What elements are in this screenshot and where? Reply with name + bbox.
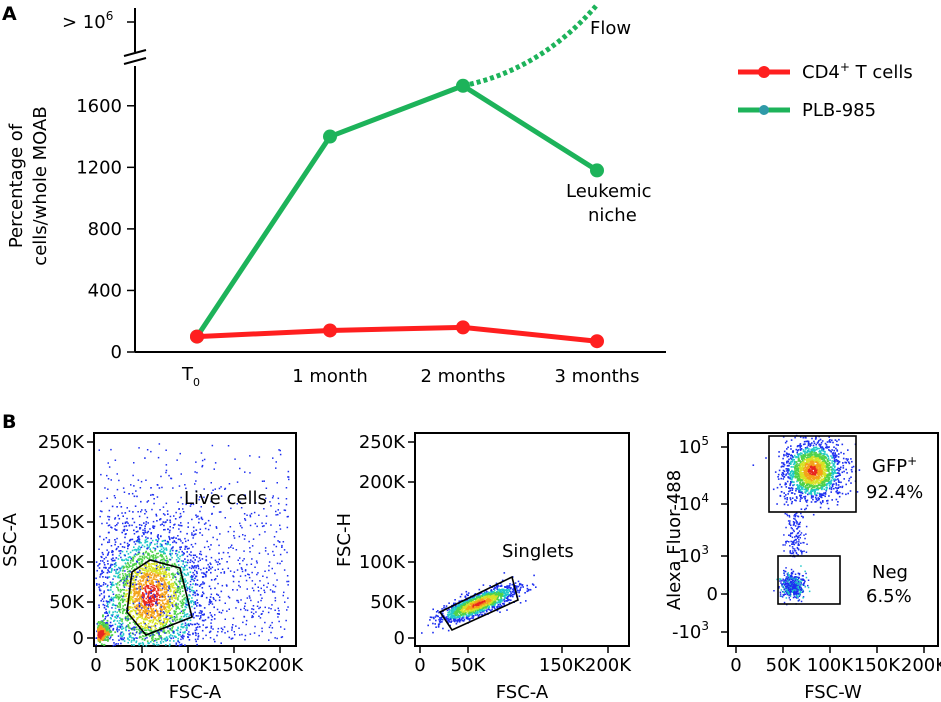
data-point-cd4-1 (323, 323, 337, 338)
x-tick-label: 150K (854, 655, 901, 676)
flow-plot-live-cells: Live cells 0 50K 100K 150K 200K 050K100K150K… (0, 432, 304, 702)
legend-marker-plb (759, 105, 769, 115)
y-tick-label: 0 (111, 342, 122, 363)
y-tick-label: 250K (359, 432, 406, 453)
y-tick-label: 0 (73, 628, 84, 649)
plot3-neg-value: 6.5% (866, 586, 912, 607)
plot1-density (95, 443, 290, 647)
annotation-flow: Flow (590, 18, 631, 39)
data-point-plb985-1 (323, 129, 337, 144)
x-tick-label: 200K (901, 655, 941, 676)
y-tick-label: -103 (672, 619, 709, 643)
y-tick-label: 104 (678, 491, 709, 515)
plot1-x-ticks: 0 50K 100K 150K 200K (90, 646, 304, 676)
plot3-gate-neg (777, 555, 841, 605)
y-tick-label: 105 (678, 434, 709, 458)
y-tick-label: 0 (707, 584, 718, 605)
plot2-y-label: FSC-H (334, 513, 355, 567)
x-tick-label: 1 month (292, 366, 368, 387)
x-tick-label: 150K (211, 655, 258, 676)
plot1-gate (126, 559, 193, 636)
y-tick-label: 400 (88, 280, 122, 301)
series-line-plb985 (194, 83, 599, 338)
x-tick-label: 200K (257, 655, 304, 676)
legend-label-cd4: CD4+ T cells (802, 60, 913, 83)
plot3-y-label: Alexa Fluor-488 (664, 470, 685, 610)
plot3-gfp-label: GFP+ (872, 454, 917, 477)
y-tick-label: 50K (370, 592, 406, 613)
plot3-gfp-value: 92.4% (866, 482, 923, 503)
y-axis-label-line1: Percentage of (6, 123, 27, 248)
legend-marker-cd4 (758, 66, 770, 78)
y-tick-label: 1600 (76, 96, 122, 117)
legend-label-plb: PLB-985 (802, 100, 876, 121)
data-point-cd4-2 (456, 320, 470, 335)
y-axis-label-line2: cells/whole MOAB (30, 106, 51, 265)
x-tick-label: 2 months (421, 366, 506, 387)
annotation-leukemic: Leukemic (566, 181, 651, 202)
x-tick-label: 100K (165, 655, 212, 676)
y-tick-label: 100K (359, 552, 406, 573)
plot1-y-ticks: 0 50K 100K 150K 200K 250K (38, 432, 94, 649)
data-point-cd4-3 (590, 334, 604, 349)
x-tick-label: 0 (90, 655, 101, 676)
plot1-gate-label: Live cells (184, 488, 267, 509)
y-tick-label: 250K (38, 432, 85, 453)
axis-break-label: > 106 (62, 9, 113, 33)
y-tick-label: 50K (49, 592, 85, 613)
plot3-frame (727, 432, 939, 647)
panel-a-chart: > 106 0 400 800 1200 1600 T0 1 month 2 months 3… (6, 4, 666, 389)
x-tick-label: 0 (414, 655, 425, 676)
x-tick-label: 100K (807, 655, 854, 676)
axis-break-icon (123, 49, 147, 65)
x-tick-label: 150K (539, 655, 586, 676)
x-ticks: T0 1 month 2 months 3 months (181, 364, 639, 389)
x-tick-label: 200K (585, 655, 632, 676)
x-tick-label: 3 months (555, 366, 640, 387)
plot1-x-label: FSC-A (169, 682, 222, 702)
plot3-gate-gfp (768, 435, 857, 513)
series-line-cd4 (196, 324, 598, 344)
legend: CD4+ T cells PLB-985 (738, 60, 913, 121)
plot2-density (421, 572, 537, 634)
plot3-density (752, 434, 861, 606)
plot2-x-ticks: 0 50K 150K 200K (414, 646, 632, 676)
y-tick-label: 100K (38, 552, 85, 573)
x-tick-label: 50K (451, 655, 487, 676)
plot2-gate (438, 575, 519, 632)
y-tick-label: 103 (678, 543, 709, 567)
y-tick-label: 200K (38, 472, 85, 493)
plot1-y-label: SSC-A (0, 512, 21, 567)
plot3-y-ticks: 105 104 103 0 -103 (672, 434, 728, 643)
y-tick-label: 150K (38, 512, 85, 533)
plot1-frame (93, 432, 297, 647)
plot3-x-label: FSC-W (804, 682, 862, 702)
plot2-y-ticks: 0 50K 100K 200K 250K (359, 432, 415, 649)
data-point-cd4-0 (190, 329, 204, 344)
plot3-neg-label: Neg (872, 562, 908, 583)
y-tick-label: 0 (394, 628, 405, 649)
x-tick-label: 50K (766, 655, 802, 676)
x-tick-label: 50K (125, 655, 161, 676)
plot2-gate-label: Singlets (502, 541, 574, 562)
y-tick-label: 1200 (76, 157, 122, 178)
y-tick-label: 800 (88, 219, 122, 240)
x-tick-label: 0 (730, 655, 741, 676)
panel-b-letter: B (2, 411, 16, 433)
y-ticks: 0 400 800 1200 1600 (76, 96, 135, 363)
plot2-x-label: FSC-A (496, 682, 549, 702)
flow-extension-line (462, 4, 598, 89)
annotation-niche: niche (588, 205, 637, 226)
series-group (190, 4, 604, 349)
x-tick-label: T0 (181, 364, 200, 389)
plot2-frame (414, 432, 630, 647)
y-tick-label: 200K (359, 472, 406, 493)
data-point-plb985-3 (590, 163, 604, 178)
panel-a-letter: A (2, 3, 17, 25)
